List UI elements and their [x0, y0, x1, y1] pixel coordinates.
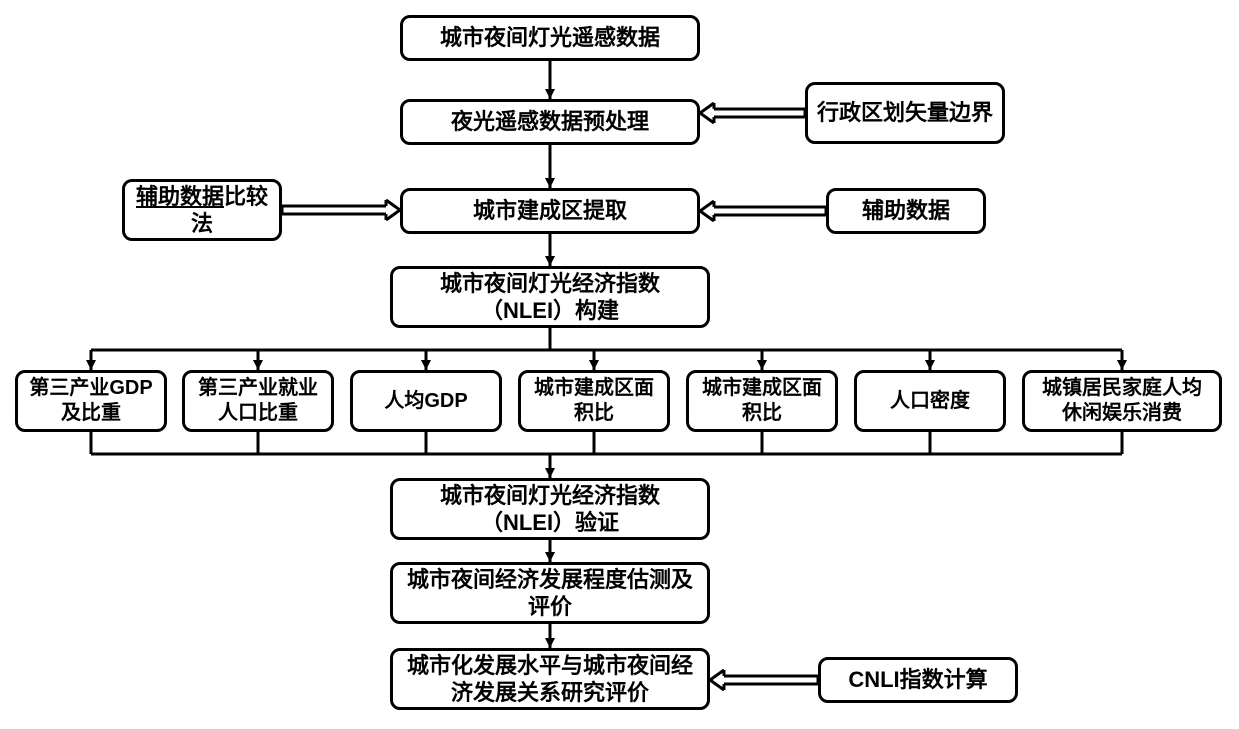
node-s3: 人均GDP — [350, 370, 502, 432]
node-label: 城市建成区面积比 — [697, 376, 827, 426]
node-label: 城市建成区提取 — [473, 197, 627, 225]
node-label: 第三产业GDP及比重 — [26, 376, 156, 426]
node-n2r: 行政区划矢量边界 — [805, 82, 1005, 144]
node-label: 城市夜间灯光经济指数（NLEI）验证 — [401, 482, 699, 537]
node-s1: 第三产业GDP及比重 — [15, 370, 167, 432]
node-n7r: CNLI指数计算 — [818, 657, 1018, 703]
node-n6: 城市夜间经济发展程度估测及评价 — [390, 562, 710, 624]
node-n1: 城市夜间灯光遥感数据 — [400, 15, 700, 61]
node-n3r: 辅助数据 — [826, 188, 986, 234]
node-label: 城市建成区面积比 — [529, 376, 659, 426]
node-n3l: 辅助数据比较法 — [122, 179, 282, 241]
node-label: 辅助数据 — [862, 197, 950, 225]
node-s4: 城市建成区面积比 — [518, 370, 670, 432]
node-label: 城市夜间灯光经济指数（NLEI）构建 — [401, 270, 699, 325]
node-n5: 城市夜间灯光经济指数（NLEI）验证 — [390, 478, 710, 540]
node-label: 人均GDP — [384, 389, 467, 414]
node-label: 城镇居民家庭人均休闲娱乐消费 — [1033, 376, 1211, 426]
node-n3: 城市建成区提取 — [400, 188, 700, 234]
node-n7: 城市化发展水平与城市夜间经济发展关系研究评价 — [390, 648, 710, 710]
node-s5: 城市建成区面积比 — [686, 370, 838, 432]
node-label: 行政区划矢量边界 — [817, 99, 993, 127]
node-label: 城市夜间灯光遥感数据 — [440, 24, 660, 52]
node-label: 第三产业就业人口比重 — [193, 376, 323, 426]
node-label: 城市夜间经济发展程度估测及评价 — [401, 566, 699, 621]
node-n4: 城市夜间灯光经济指数（NLEI）构建 — [390, 266, 710, 328]
node-label: 夜光遥感数据预处理 — [451, 108, 649, 136]
node-s7: 城镇居民家庭人均休闲娱乐消费 — [1022, 370, 1222, 432]
node-n2: 夜光遥感数据预处理 — [400, 99, 700, 145]
node-s6: 人口密度 — [854, 370, 1006, 432]
node-s2: 第三产业就业人口比重 — [182, 370, 334, 432]
node-label: 城市化发展水平与城市夜间经济发展关系研究评价 — [401, 652, 699, 707]
node-label: CNLI指数计算 — [848, 666, 987, 694]
node-label: 人口密度 — [890, 389, 970, 414]
node-label: 辅助数据比较法 — [133, 183, 271, 238]
